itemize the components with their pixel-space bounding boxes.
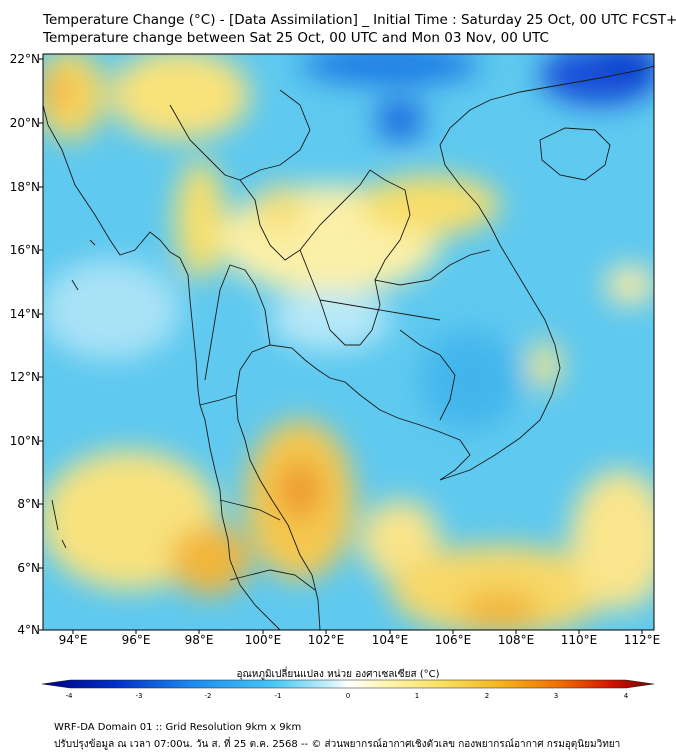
colorbar-tick: -2 [204,692,212,700]
lat-label: 18°N [9,180,40,194]
lon-label: 94°E [58,633,88,647]
temperature-field [43,54,654,630]
lat-label: 8°N [17,497,40,511]
lon-label: 102°E [307,633,345,647]
map-title: Temperature Change (°C) - [Data Assimila… [43,12,676,28]
lat-label: 16°N [9,243,40,257]
lat-label: 12°N [9,370,40,384]
lon-label: 106°E [434,633,472,647]
lat-label: 14°N [9,307,40,321]
lon-label: 108°E [497,633,535,647]
map-subtitle: Temperature change between Sat 25 Oct, 0… [43,30,549,46]
colorbar-tick: 0 [345,692,351,700]
lat-label: 22°N [9,52,40,66]
lon-label: 98°E [184,633,214,647]
colorbar-tick: -4 [65,692,73,700]
lat-label: 4°N [17,623,40,637]
colorbar [41,679,655,689]
axis-ticks [39,58,643,634]
footer-domain-info: WRF-DA Domain 01 :: Grid Resolution 9km … [54,722,302,733]
colorbar-tick: 3 [553,692,559,700]
lon-label: 100°E [244,633,282,647]
colorbar-tick: 1 [414,692,420,700]
colorbar-tick: -3 [135,692,143,700]
lon-label: 96°E [121,633,151,647]
footer-credits: ปรับปรุงข้อมูล ณ เวลา 07:00น. วัน ส. ที่… [54,739,621,750]
map-frame [42,53,655,631]
colorbar-tick: 4 [623,692,629,700]
lon-label: 110°E [560,633,598,647]
lat-label: 6°N [17,561,40,575]
colorbar-title: อุณหภูมิเปลี่ยนแปลง หน่วย องศาเซลเซียส (… [236,669,440,680]
coastlines-borders [43,65,654,630]
colorbar-tick: -1 [274,692,282,700]
lon-label: 112°E [623,633,661,647]
lon-label: 104°E [371,633,409,647]
lat-label: 10°N [9,434,40,448]
colorbar-tick: 2 [484,692,490,700]
lat-label: 20°N [9,116,40,130]
